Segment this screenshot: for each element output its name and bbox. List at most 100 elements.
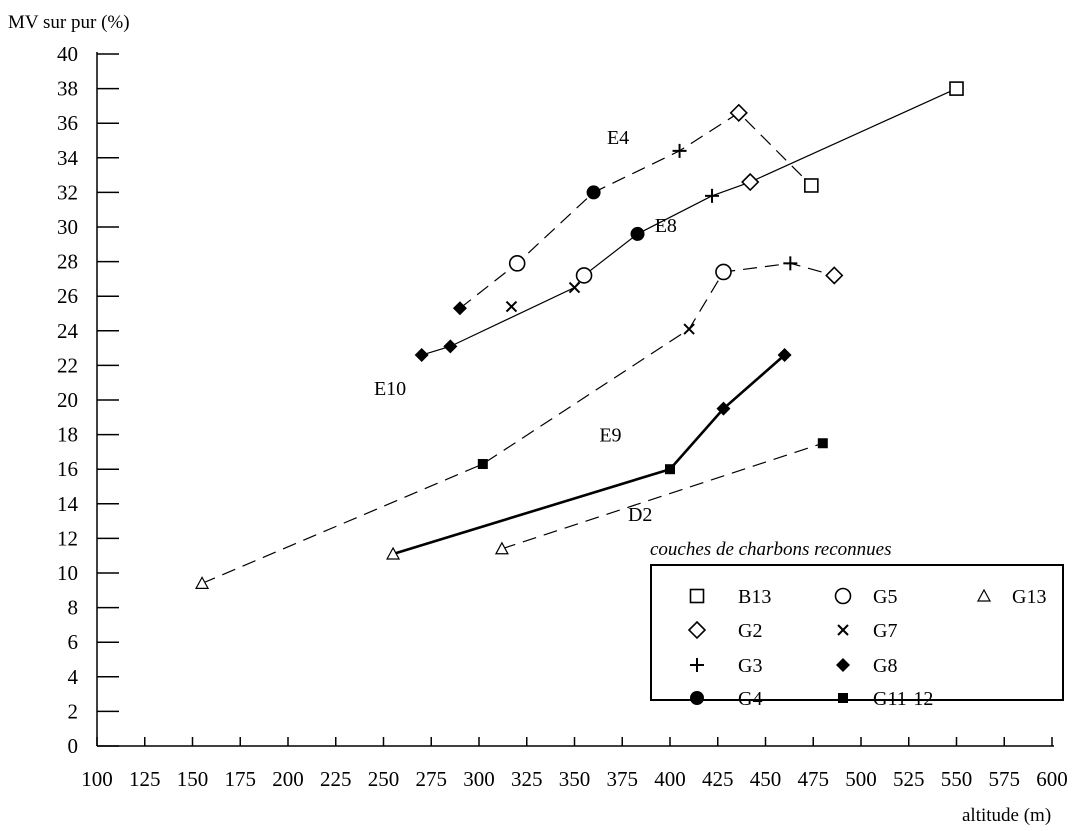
point-g8 [716,401,731,416]
x-tick-label: 250 [368,767,400,791]
point-b13 [949,81,964,96]
point-g2 [825,266,844,285]
data-markers [195,81,964,589]
legend-label-g2: G2 [738,620,762,642]
point-g13 [386,546,401,560]
legend-title: couches de charbons reconnues [650,539,891,560]
curve-d2 [501,442,823,550]
point-g3 [672,143,687,158]
x-tick-label: 300 [463,767,495,791]
y-tick-label: 8 [68,596,79,620]
curve-label-d2: D2 [628,504,652,526]
legend-label-g7: G7 [873,620,897,642]
y-tick-label: 34 [57,146,79,170]
point-g7 [683,323,695,335]
x-tick-label: 450 [750,767,782,791]
legend-label-g8: G8 [873,655,897,677]
legend-label-g13: G13 [1012,586,1046,608]
legend: couches de charbons reconnues B13 G2 G3 G4 G5… [650,539,1064,710]
legend-label-b13: B13 [738,586,771,608]
axes: 100 125 150 175 200 225 250 275 300 325 350 375 400 4… [57,42,1068,791]
legend-marker-b13 [689,588,705,604]
x-tick-label: 275 [416,767,448,791]
y-tick-label: 36 [57,111,78,135]
legend-label-g5: G5 [873,586,897,608]
x-tick-label: 550 [941,767,973,791]
x-tick-label: 225 [320,767,352,791]
y-tick-label: 12 [57,526,78,550]
point-g11-12 [817,438,828,449]
x-tick-label: 525 [893,767,925,791]
legend-label-g4: G4 [738,688,762,710]
x-tick-label: 150 [177,767,209,791]
curve-label-e8: E8 [655,215,677,237]
point-g8 [777,348,792,363]
y-tick-label: 0 [68,734,79,758]
legend-marker-g5 [834,587,852,605]
legend-label-g3: G3 [738,655,762,677]
x-tick-label: 425 [702,767,734,791]
y-tick-label: 16 [57,457,78,481]
point-g4 [630,226,645,241]
point-g13 [195,576,210,589]
y-tick-label: 26 [57,284,78,308]
y-tick-label: 10 [57,561,78,585]
y-tick-label: 24 [57,319,79,343]
point-g5 [508,255,526,272]
y-tick-label: 22 [57,353,78,377]
legend-marker-g13 [976,588,992,602]
point-g7 [505,300,518,313]
x-tick-label: 400 [654,767,686,791]
point-b13 [804,178,819,193]
point-g5 [715,263,732,281]
x-tick-label: 575 [989,767,1021,791]
y-tick-label: 6 [68,630,79,654]
x-tick-label: 375 [607,767,639,791]
x-tick-label: 600 [1036,767,1068,791]
point-g8 [452,301,467,316]
curve-label-e9: E9 [599,425,621,447]
x-axis-title: altitude (m) [962,805,1052,826]
curve-labels: E4 E8 E10 E9 D2 [374,127,677,526]
x-tick-label: 325 [511,767,543,791]
legend-marker-g4 [690,691,704,705]
point-g2 [729,103,748,122]
curve-label-e4: E4 [607,127,629,149]
y-axis-title: MV sur pur (%) [8,12,130,33]
point-g2 [741,172,760,192]
legend-marker-g8 [836,658,850,672]
curve-e8 [421,88,957,356]
point-g8 [414,348,429,363]
point-g7 [568,281,581,294]
point-g3 [783,256,798,271]
point-g5 [575,267,593,284]
point-g11-12 [665,464,675,475]
y-tick-label: 28 [57,250,78,274]
y-tick-label: 32 [57,180,78,204]
x-tick-label: 200 [272,767,304,791]
point-g11-12 [477,459,488,470]
curves [201,88,957,584]
curve-label-e10: E10 [374,378,406,400]
point-g13 [494,541,509,555]
legend-marker-g11-12 [838,693,848,703]
legend-marker-g2 [687,620,707,640]
y-tick-label: 4 [68,665,79,689]
y-tick-label: 18 [57,423,78,447]
curve-e4 [459,112,812,309]
y-tick-label: 14 [57,492,79,516]
y-tick-label: 30 [57,215,78,239]
x-tick-label: 100 [81,767,113,791]
legend-label-g11-12: G11-12 [873,688,933,710]
legend-box [650,564,1064,701]
point-g4 [586,185,601,200]
curve-e10 [201,262,835,584]
curve-e9 [392,354,786,556]
x-tick-label: 350 [559,767,591,791]
x-tick-label: 125 [129,767,161,791]
y-tick-label: 2 [68,699,79,723]
x-tick-label: 475 [798,767,830,791]
legend-marker-g3 [690,658,704,672]
point-g3 [705,188,720,203]
